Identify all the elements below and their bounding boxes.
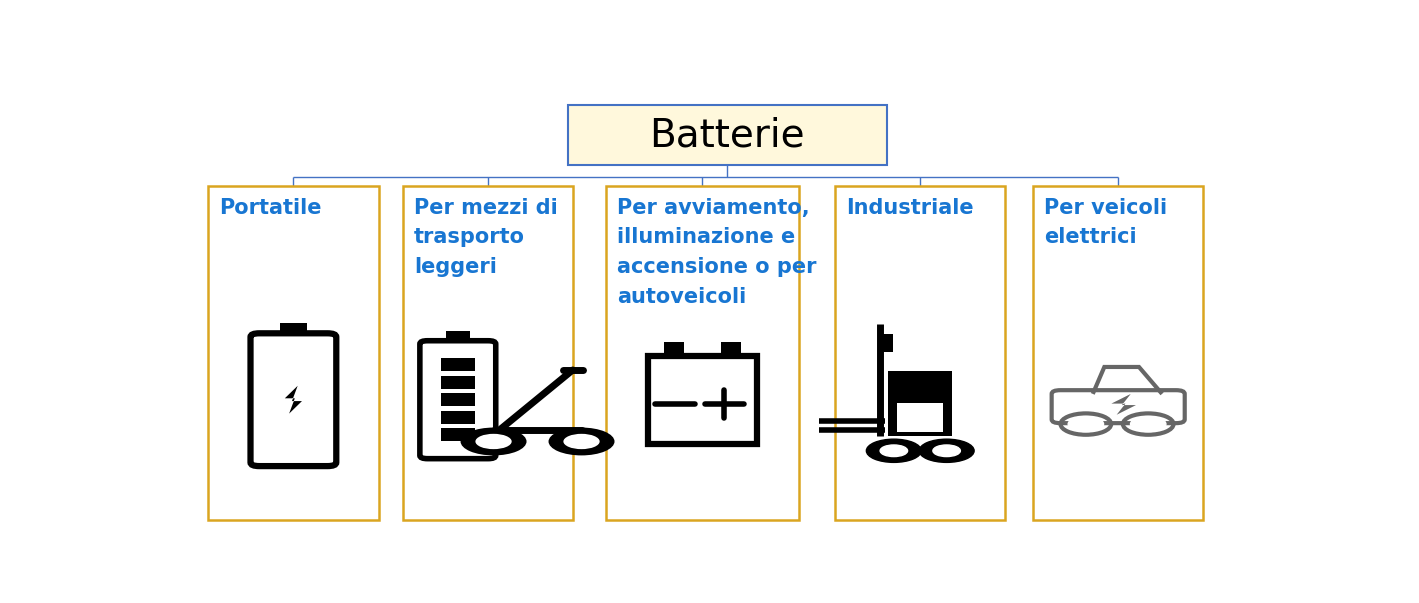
Circle shape: [932, 445, 961, 456]
Circle shape: [880, 445, 908, 456]
Circle shape: [461, 428, 526, 455]
Text: Per veicoli
elettrici: Per veicoli elettrici: [1044, 198, 1166, 247]
Text: Batterie: Batterie: [650, 116, 805, 154]
Circle shape: [920, 439, 973, 463]
Circle shape: [563, 434, 600, 449]
FancyBboxPatch shape: [209, 186, 379, 520]
Bar: [280, 323, 307, 335]
Text: Industriale: Industriale: [846, 198, 973, 218]
Bar: [441, 411, 475, 424]
Circle shape: [1131, 417, 1166, 432]
Bar: [721, 342, 741, 356]
Bar: [897, 403, 944, 432]
FancyBboxPatch shape: [606, 186, 799, 520]
Circle shape: [867, 439, 921, 463]
Text: Per mezzi di
trasporto
leggeri: Per mezzi di trasporto leggeri: [414, 198, 558, 277]
Bar: [647, 356, 758, 444]
Bar: [441, 376, 475, 388]
FancyBboxPatch shape: [1033, 186, 1203, 520]
Bar: [880, 333, 893, 352]
Bar: [664, 342, 684, 356]
Text: Portatile: Portatile: [219, 198, 322, 218]
Circle shape: [549, 428, 614, 455]
FancyBboxPatch shape: [420, 341, 495, 459]
FancyBboxPatch shape: [568, 105, 887, 165]
FancyBboxPatch shape: [403, 186, 573, 520]
Text: Per avviamento,
illuminazione e
accensione o per
autoveicoli: Per avviamento, illuminazione e accensio…: [617, 198, 817, 306]
Bar: [441, 393, 475, 406]
Polygon shape: [1111, 394, 1137, 415]
Circle shape: [1069, 417, 1104, 432]
FancyBboxPatch shape: [1051, 390, 1185, 423]
Bar: [441, 429, 475, 441]
FancyBboxPatch shape: [251, 333, 336, 466]
Bar: [441, 358, 475, 371]
Bar: [888, 371, 952, 436]
Bar: [446, 332, 470, 342]
Circle shape: [475, 434, 512, 449]
FancyBboxPatch shape: [834, 186, 1006, 520]
Polygon shape: [285, 386, 302, 414]
